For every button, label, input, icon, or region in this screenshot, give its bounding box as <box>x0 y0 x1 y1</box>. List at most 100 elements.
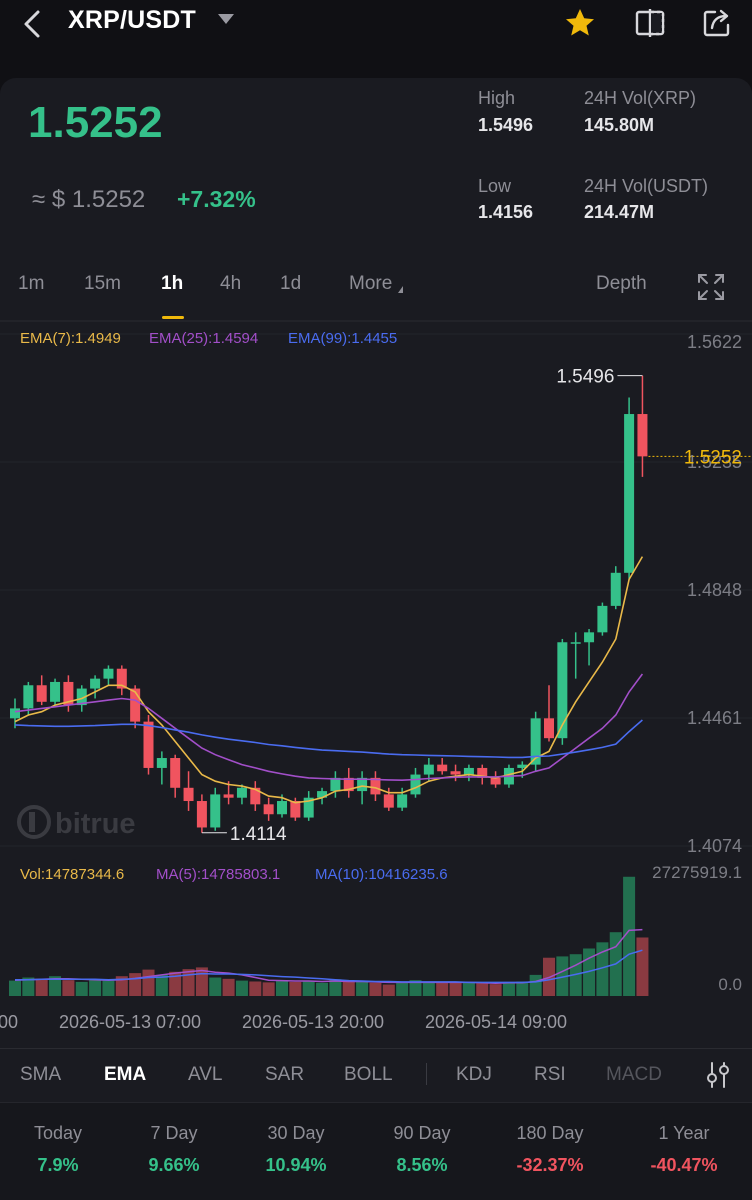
kline-chart[interactable]: bitrue EMA(7):1.4949 EMA(25):1.4594 EMA(… <box>0 320 752 1048</box>
bitrue-logo-icon <box>17 805 51 839</box>
volume-bar <box>22 977 35 996</box>
performance-value: -32.37% <box>516 1155 584 1175</box>
active-tab-indicator <box>162 316 184 319</box>
tab-sar[interactable]: SAR <box>265 1064 305 1085</box>
price-change-percent: +7.32% <box>177 186 256 212</box>
volume-bar <box>102 980 115 996</box>
volume-bar <box>623 876 636 996</box>
time-axis-label: 2026-05-13 20:00 <box>242 1012 384 1032</box>
volume-bar <box>222 978 235 996</box>
candle-body <box>90 678 101 689</box>
performance-value: 8.56% <box>396 1155 448 1175</box>
tab-1h[interactable]: 1h <box>161 273 184 294</box>
candle-body <box>437 764 448 772</box>
vol-ma10-line <box>15 949 643 984</box>
vol-ma5-legend: MA(5):14785803.1 <box>156 866 280 883</box>
performance-label: Today <box>33 1123 83 1143</box>
top-bar: XRP/USDT <box>0 0 752 50</box>
performance-value: -40.47% <box>650 1155 718 1175</box>
candle-body <box>330 777 341 792</box>
volume-bar <box>182 969 195 996</box>
tab-macd[interactable]: MACD <box>606 1064 662 1085</box>
candle-body <box>236 787 247 798</box>
watermark-text: bitrue <box>55 808 136 840</box>
last-price: 1.5252 <box>28 98 163 147</box>
pair-dropdown-icon[interactable] <box>218 14 234 24</box>
volume-bar <box>529 974 542 996</box>
volume-bar <box>62 980 75 996</box>
tab-4h[interactable]: 4h <box>220 273 242 294</box>
performance-label: 30 Day <box>267 1123 325 1143</box>
performance-value: 10.94% <box>265 1155 327 1175</box>
candle-body <box>76 688 87 706</box>
performance-label: 1 Year <box>658 1123 710 1143</box>
tab-rsi[interactable]: RSI <box>534 1064 566 1085</box>
volume-bar <box>516 981 529 996</box>
candle-body <box>290 801 301 818</box>
volume-bar <box>636 937 649 996</box>
fullscreen-icon[interactable] <box>696 272 726 302</box>
candle-body <box>343 777 354 792</box>
candle-body <box>223 794 234 798</box>
candle-body <box>263 804 274 815</box>
candle-body <box>210 794 221 828</box>
volume-bar <box>289 981 302 996</box>
price-axis-label: 1.5235 <box>687 452 742 472</box>
ema99-legend: EMA(99):1.4455 <box>288 330 397 347</box>
vol-xrp-value: 145.80M <box>584 115 655 135</box>
volume-bar <box>502 982 515 996</box>
candle-body <box>143 721 154 768</box>
candle-body <box>637 414 648 457</box>
performance-bar <box>0 1102 752 1200</box>
performance-label: 180 Day <box>516 1123 584 1143</box>
price-axis-label: 1.4461 <box>687 708 742 728</box>
tab-1d[interactable]: 1d <box>280 273 302 294</box>
volume-bar <box>342 981 355 996</box>
high-label: High <box>478 88 516 108</box>
volume-bar <box>89 979 102 996</box>
volume-bar <box>142 969 155 996</box>
candle-body <box>423 764 434 775</box>
vol-ma10-legend: MA(10):10416235.6 <box>315 866 448 883</box>
volume-bar <box>476 983 489 996</box>
volume-bar <box>422 981 435 996</box>
volume-bar <box>462 982 475 996</box>
price-axis-label: 1.5622 <box>687 332 742 352</box>
tab-sma[interactable]: SMA <box>20 1064 62 1085</box>
chevron-left-icon[interactable] <box>18 8 48 40</box>
tab-kdj[interactable]: KDJ <box>456 1064 492 1085</box>
candle-body <box>584 632 595 643</box>
price-usd-approx: ≈ $ 1.5252 <box>32 186 146 213</box>
share-icon[interactable] <box>702 8 732 38</box>
candle-body <box>277 801 287 815</box>
tab-15m[interactable]: 15m <box>84 273 121 294</box>
candle-body <box>103 668 114 679</box>
tab-depth[interactable]: Depth <box>596 273 647 294</box>
candle-body <box>63 681 74 706</box>
ema25-line <box>14 673 644 782</box>
vol-usdt-label: 24H Vol(USDT) <box>584 176 709 196</box>
volume-bar <box>209 977 222 996</box>
tab-boll[interactable]: BOLL <box>344 1064 393 1085</box>
tab-more[interactable]: More <box>349 273 393 294</box>
volume-bar <box>9 980 21 996</box>
candle-body <box>130 688 141 722</box>
volume-bar <box>369 982 382 996</box>
candle-body <box>544 718 554 739</box>
tab-1m[interactable]: 1m <box>18 273 45 294</box>
volume-bar <box>596 942 609 996</box>
volume-bar <box>169 971 182 996</box>
volume-bar <box>35 979 48 996</box>
tab-ema[interactable]: EMA <box>104 1064 147 1085</box>
candle-body <box>610 572 621 606</box>
sliders-icon[interactable] <box>704 1060 732 1090</box>
star-icon[interactable] <box>563 6 597 40</box>
pair-title[interactable]: XRP/USDT <box>68 6 197 34</box>
tab-avl[interactable]: AVL <box>188 1064 223 1085</box>
candle-body <box>383 794 394 808</box>
split-screen-icon[interactable] <box>634 8 666 38</box>
volume-bar <box>262 982 275 996</box>
min-price-label: 1.4114 <box>230 824 287 845</box>
volume-bar <box>75 981 88 996</box>
candle-body <box>463 767 474 775</box>
